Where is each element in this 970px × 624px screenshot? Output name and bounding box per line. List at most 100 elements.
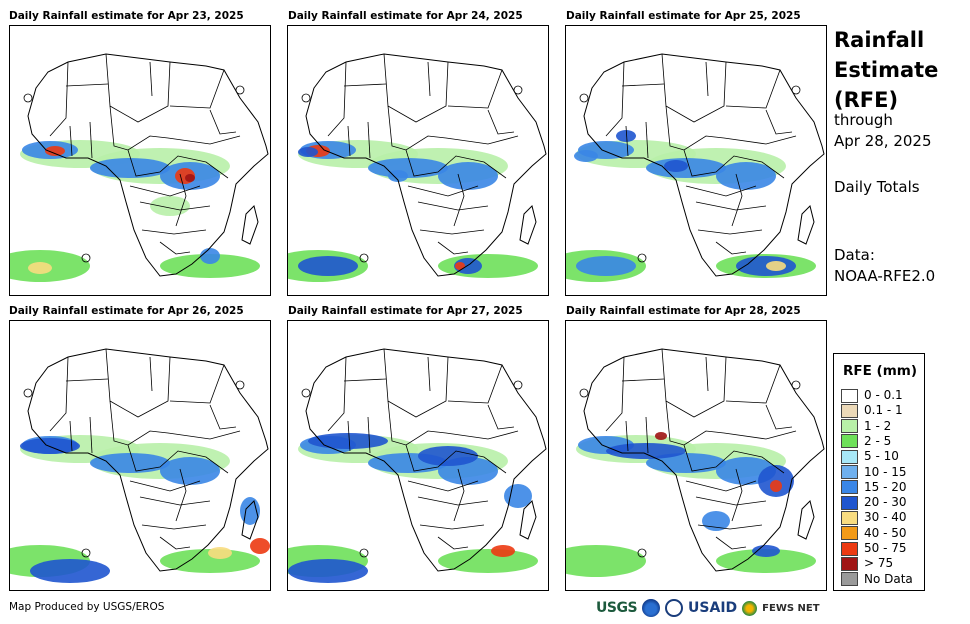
map-credit: Map Produced by USGS/EROS: [9, 601, 165, 613]
legend-swatch: [841, 465, 858, 479]
madagascar-outline: [519, 205, 537, 245]
lake-outline: [791, 380, 801, 390]
country-border: [327, 356, 347, 432]
rainfall-area: [646, 453, 726, 473]
usgs-logo: USGS: [596, 600, 638, 616]
rainfall-map-apr24: [287, 25, 549, 296]
rainfall-map-apr23: [9, 25, 271, 296]
legend-label: 15 - 20: [864, 479, 907, 494]
madagascar-outline: [241, 500, 259, 540]
rainfall-area: [574, 150, 598, 162]
country-border: [705, 61, 709, 97]
country-border: [387, 105, 519, 151]
country-border: [407, 185, 479, 197]
country-border: [169, 69, 225, 109]
country-border: [367, 121, 371, 159]
legend-item: 0 - 0.1: [841, 388, 903, 403]
legend-title: RFE (mm): [843, 363, 918, 379]
usaid-logo: USAID: [688, 600, 738, 616]
country-border: [685, 480, 757, 492]
lake-outline: [513, 85, 523, 95]
legend-label: > 75: [864, 556, 894, 571]
country-border: [437, 241, 469, 255]
country-border: [625, 125, 629, 157]
legend-item: 50 - 75: [841, 541, 907, 556]
rainfall-area: [185, 174, 195, 182]
country-border: [683, 149, 785, 179]
side-through: through: [834, 111, 893, 129]
legend-label: 0 - 0.1: [864, 388, 903, 402]
country-border: [343, 378, 387, 382]
rainfall-area: [28, 262, 52, 274]
rainfall-map-apr28: [565, 320, 827, 591]
legend-swatch: [841, 526, 858, 541]
country-border: [105, 348, 171, 418]
lake-outline: [23, 93, 33, 103]
rainfall-area: [200, 248, 220, 264]
side-data-label: Data:: [834, 246, 875, 264]
country-border: [731, 468, 743, 522]
rainfall-area: [298, 147, 318, 157]
lake-outline: [791, 85, 801, 95]
rainfall-area: [30, 559, 110, 583]
rainfall-area: [702, 511, 730, 531]
rainfall-area: [504, 484, 532, 508]
legend-swatch: [841, 495, 858, 510]
rainfall-area: [368, 158, 448, 178]
rainfall-map-apr27: [287, 320, 549, 591]
country-border: [695, 201, 767, 211]
rainfall-area: [438, 162, 498, 190]
lake-outline: [513, 380, 523, 390]
rainfall-area: [716, 162, 776, 190]
panel-title-apr26: Daily Rainfall estimate for Apr 26, 2025: [9, 305, 244, 317]
country-border: [129, 480, 201, 492]
country-border: [105, 53, 171, 123]
country-border: [661, 53, 727, 123]
africa-map-svg: [288, 348, 547, 583]
side-data-source: NOAA-RFE2.0: [834, 267, 936, 285]
legend-label: 20 - 30: [864, 495, 907, 510]
rainfall-area: [388, 170, 408, 182]
legend-label: 50 - 75: [864, 541, 907, 555]
country-border: [129, 185, 201, 197]
panel-title-apr28: Daily Rainfall estimate for Apr 28, 2025: [566, 305, 801, 317]
madagascar-outline: [797, 205, 815, 245]
legend-item: 1 - 2: [841, 419, 891, 434]
madagascar-outline: [797, 500, 815, 540]
panel-title-apr23: Daily Rainfall estimate for Apr 23, 2025: [9, 10, 244, 22]
country-border: [209, 109, 237, 135]
country-border: [427, 61, 431, 97]
country-border: [149, 61, 153, 97]
rainfall-area: [566, 545, 646, 577]
country-border: [447, 364, 503, 404]
country-border: [65, 378, 109, 382]
panel-title-apr25: Daily Rainfall estimate for Apr 25, 2025: [566, 10, 801, 22]
rainfall-area: [655, 432, 667, 440]
rainfall-area: [90, 158, 170, 178]
country-border: [453, 173, 465, 227]
country-border: [665, 400, 797, 446]
country-border: [109, 400, 241, 446]
legend-item: No Data: [841, 572, 913, 587]
country-border: [605, 61, 625, 137]
country-border: [387, 400, 519, 446]
country-border: [765, 109, 793, 135]
lake-outline: [359, 253, 369, 263]
rainfall-area: [418, 446, 478, 466]
legend-item: 0.1 - 1: [841, 403, 903, 418]
madagascar-outline: [519, 500, 537, 540]
logo-strip: USGS USAID FEWS NET: [596, 598, 820, 618]
legend-swatch: [841, 388, 858, 403]
country-border: [149, 356, 153, 392]
legend-item: > 75: [841, 556, 893, 571]
lake-outline: [637, 253, 647, 263]
rainfall-area: [664, 160, 688, 172]
rainfall-area: [308, 433, 388, 449]
country-border: [407, 480, 479, 492]
africa-map-svg: [566, 53, 825, 282]
country-border: [127, 149, 229, 179]
legend-label: 40 - 50: [864, 525, 907, 540]
legend-item: 2 - 5: [841, 434, 891, 449]
legend-swatch: [841, 480, 858, 495]
lake-outline: [23, 388, 33, 398]
